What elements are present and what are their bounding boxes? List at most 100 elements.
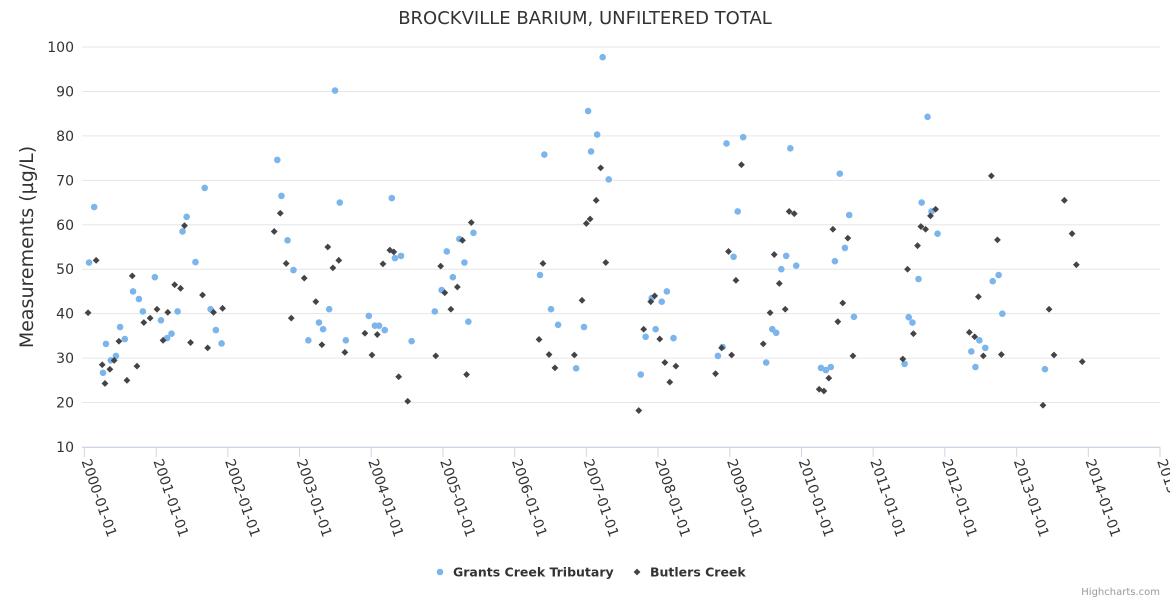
data-point[interactable]	[431, 308, 439, 315]
data-point[interactable]	[535, 336, 543, 343]
data-point[interactable]	[777, 265, 785, 273]
data-point[interactable]	[968, 348, 975, 355]
data-point[interactable]	[605, 176, 613, 183]
data-point[interactable]	[146, 314, 154, 322]
data-point[interactable]	[844, 234, 852, 242]
data-point[interactable]	[128, 272, 136, 280]
data-point[interactable]	[329, 264, 337, 272]
data-point[interactable]	[276, 209, 284, 217]
data-point[interactable]	[404, 397, 412, 405]
data-point[interactable]	[85, 259, 93, 266]
data-point[interactable]	[199, 291, 206, 299]
data-point[interactable]	[841, 244, 849, 252]
data-point[interactable]	[822, 366, 830, 374]
data-point[interactable]	[772, 329, 780, 337]
data-point[interactable]	[918, 199, 925, 206]
data-point[interactable]	[331, 87, 339, 94]
data-point[interactable]	[971, 333, 979, 341]
data-point[interactable]	[287, 314, 295, 322]
data-point[interactable]	[365, 312, 373, 320]
data-point[interactable]	[917, 223, 925, 230]
data-point[interactable]	[386, 246, 394, 254]
data-point[interactable]	[602, 259, 610, 266]
data-point[interactable]	[554, 321, 562, 329]
data-point[interactable]	[976, 337, 983, 344]
data-point[interactable]	[335, 256, 343, 264]
data-point[interactable]	[899, 355, 907, 363]
data-point[interactable]	[123, 376, 131, 384]
data-point[interactable]	[732, 276, 740, 284]
data-point[interactable]	[582, 220, 590, 227]
data-point[interactable]	[545, 351, 553, 358]
data-point[interactable]	[157, 317, 165, 324]
credits-link[interactable]: Highcharts.com	[1081, 587, 1160, 598]
data-point[interactable]	[975, 293, 982, 301]
data-point[interactable]	[647, 298, 655, 306]
data-point[interactable]	[465, 318, 472, 325]
data-point[interactable]	[449, 273, 457, 281]
data-point[interactable]	[849, 352, 857, 360]
data-point[interactable]	[915, 275, 922, 283]
data-point[interactable]	[1041, 365, 1049, 373]
data-point[interactable]	[734, 208, 742, 215]
data-point[interactable]	[785, 208, 793, 215]
data-point[interactable]	[447, 305, 455, 313]
data-point[interactable]	[997, 351, 1005, 358]
data-point[interactable]	[759, 340, 767, 348]
data-point[interactable]	[300, 274, 308, 282]
data-point[interactable]	[672, 362, 680, 370]
data-point[interactable]	[171, 281, 179, 289]
data-point[interactable]	[1072, 261, 1080, 269]
data-point[interactable]	[790, 210, 798, 218]
data-point[interactable]	[787, 145, 794, 152]
data-point[interactable]	[470, 229, 477, 237]
data-point[interactable]	[115, 337, 123, 345]
data-point[interactable]	[153, 305, 161, 313]
data-point[interactable]	[106, 365, 114, 373]
data-point[interactable]	[201, 184, 209, 192]
data-point[interactable]	[192, 258, 199, 266]
data-point[interactable]	[663, 288, 671, 295]
data-point[interactable]	[994, 236, 1001, 244]
data-point[interactable]	[599, 53, 606, 61]
data-point[interactable]	[762, 359, 770, 366]
data-point[interactable]	[381, 326, 389, 334]
data-point[interactable]	[204, 344, 212, 352]
data-point[interactable]	[218, 340, 225, 347]
data-point[interactable]	[738, 161, 745, 169]
data-point[interactable]	[551, 364, 559, 372]
data-point[interactable]	[586, 215, 594, 223]
data-point[interactable]	[725, 248, 732, 255]
data-point[interactable]	[775, 280, 783, 287]
data-point[interactable]	[101, 380, 109, 387]
data-point[interactable]	[642, 333, 649, 341]
data-point[interactable]	[1078, 358, 1086, 366]
data-point[interactable]	[164, 308, 172, 316]
data-point[interactable]	[284, 237, 291, 244]
data-point[interactable]	[133, 362, 141, 370]
data-point[interactable]	[658, 298, 666, 305]
data-point[interactable]	[373, 331, 381, 338]
data-point[interactable]	[1068, 230, 1076, 238]
data-point[interactable]	[177, 284, 184, 292]
data-point[interactable]	[714, 352, 722, 360]
data-point[interactable]	[539, 260, 547, 267]
data-point[interactable]	[782, 252, 790, 260]
data-point[interactable]	[580, 323, 588, 331]
data-point[interactable]	[995, 271, 1002, 279]
data-point[interactable]	[932, 205, 940, 213]
data-point[interactable]	[99, 369, 107, 377]
data-point[interactable]	[151, 273, 159, 281]
data-point[interactable]	[395, 373, 403, 381]
data-point[interactable]	[593, 131, 601, 138]
data-point[interactable]	[834, 318, 842, 326]
data-point[interactable]	[290, 266, 297, 274]
data-point[interactable]	[972, 363, 979, 371]
data-point[interactable]	[827, 363, 835, 371]
data-point[interactable]	[820, 387, 828, 395]
data-point[interactable]	[656, 335, 664, 343]
data-point[interactable]	[536, 271, 544, 279]
legend-item-butlers-creek[interactable]: Butlers Creek	[633, 565, 747, 580]
data-point[interactable]	[825, 374, 833, 382]
data-point[interactable]	[274, 156, 281, 164]
